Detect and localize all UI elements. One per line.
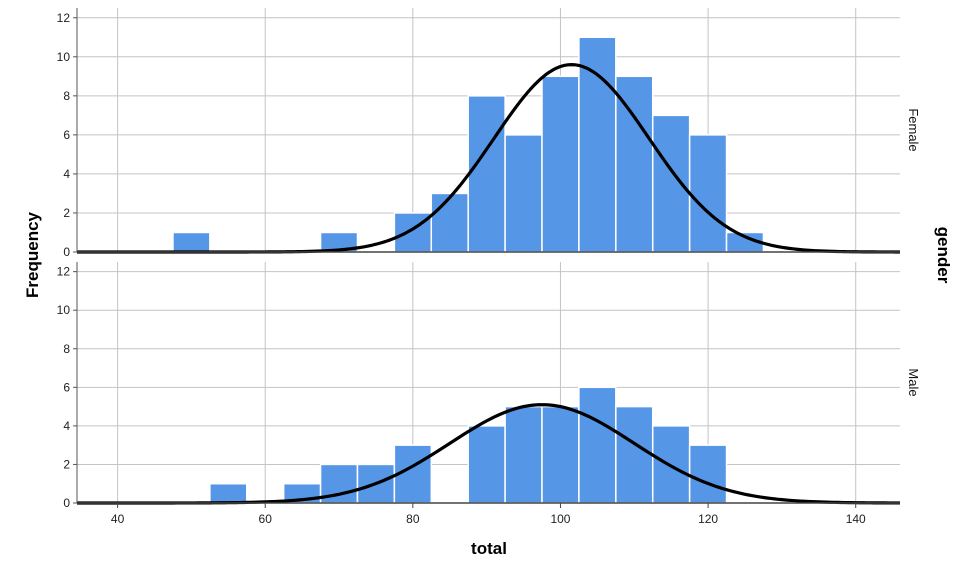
histogram-bar <box>541 405 580 504</box>
x-tick-label: 100 <box>550 512 570 526</box>
histogram-bar <box>688 444 728 504</box>
histogram-bar <box>578 386 617 504</box>
label-layer: 0 2 4 6 8 10 12 Female 0 2 4 6 8 10 12 Male 40 60 80 100 120… <box>57 11 921 526</box>
y-tick-label: 2 <box>63 457 70 471</box>
y-tick-label: 0 <box>63 245 70 259</box>
y-axis-title: Frequency <box>23 211 42 298</box>
y-tick-label: 12 <box>57 11 71 25</box>
y-tick-label: 8 <box>63 342 70 356</box>
y-tick-label: 2 <box>63 206 70 220</box>
panel-label: Male <box>906 368 921 396</box>
y-tick-label: 10 <box>57 50 71 64</box>
x-tick-label: 60 <box>259 512 273 526</box>
histogram-bar <box>688 134 728 253</box>
y-tick-label: 4 <box>63 419 70 433</box>
y-tick-label: 0 <box>63 496 70 510</box>
histogram-bar <box>504 134 543 253</box>
x-axis-title: total <box>471 539 507 558</box>
x-tick-label: 80 <box>406 512 420 526</box>
histogram-bar <box>578 36 617 253</box>
y-tick-label: 6 <box>63 128 70 142</box>
y-tick-label: 4 <box>63 167 70 181</box>
histogram-bar <box>467 425 506 504</box>
histogram-bar <box>430 192 469 253</box>
panel-axis-title: gender <box>934 227 953 284</box>
histogram-bar <box>615 405 654 504</box>
axis-layer <box>73 8 900 508</box>
bars-layer <box>172 36 765 504</box>
panel-label: Female <box>906 108 921 151</box>
y-tick-label: 10 <box>57 303 71 317</box>
x-tick-label: 40 <box>111 512 125 526</box>
x-tick-label: 140 <box>846 512 866 526</box>
histogram-bar <box>209 482 248 504</box>
histogram-bar <box>504 405 543 504</box>
x-tick-label: 120 <box>698 512 718 526</box>
y-tick-label: 12 <box>57 265 71 279</box>
histogram-bar <box>172 231 211 253</box>
histogram-bar <box>541 75 580 253</box>
histogram-bar <box>615 75 654 253</box>
y-tick-label: 8 <box>63 89 70 103</box>
y-tick-label: 6 <box>63 380 70 394</box>
histogram-bar <box>651 114 691 253</box>
histogram-bar <box>467 95 506 253</box>
